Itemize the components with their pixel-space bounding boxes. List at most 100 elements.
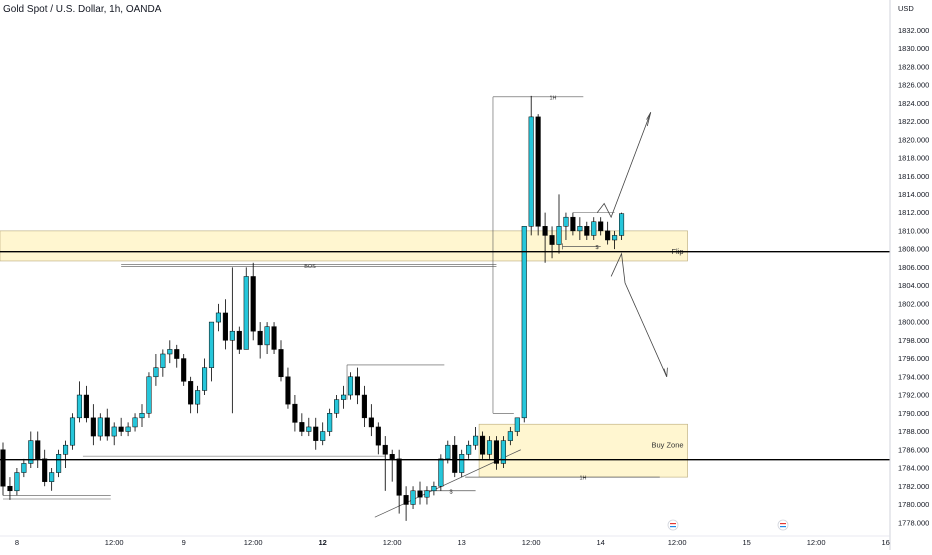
y-tick-label: 1788.000 (898, 427, 929, 436)
y-tick-label: 1790.000 (898, 409, 929, 418)
y-tick-label: 1802.000 (898, 299, 929, 308)
economic-event-icon (780, 526, 786, 528)
zone-box (478, 423, 688, 478)
candle-body (188, 381, 194, 405)
candle-body (334, 399, 340, 414)
candle-body (292, 403, 298, 423)
sweep_top-label: $ (595, 245, 598, 251)
candle-body (202, 367, 208, 391)
candle-body (347, 376, 354, 396)
y-tick-label: 1818.000 (898, 154, 929, 163)
x-tick-label: 8 (15, 538, 19, 547)
hour_high-label: 1H (549, 95, 556, 101)
candle-body (257, 330, 263, 346)
price-axis: USD 1778.000 1780.000 1782.000 1784.000 1786.… (889, 0, 932, 550)
candle-body (619, 213, 625, 236)
candle-body (563, 216, 569, 227)
candle-body (181, 358, 187, 382)
candle-body (361, 394, 367, 419)
y-tick-label: 1824.000 (898, 99, 929, 108)
candle-body (7, 485, 13, 492)
candle-body (368, 417, 374, 428)
candle-body (438, 458, 444, 487)
arrow-head (646, 112, 652, 127)
y-tick-label: 1804.000 (898, 281, 929, 290)
y-tick-label: 1830.000 (898, 44, 929, 53)
economic-event-icon (670, 526, 676, 528)
candle-body (14, 472, 20, 492)
time-axis: 8 12:00 9 12:00 12 12:00 13 12:00 14 12:00 15 12:00… (0, 519, 890, 547)
candle-body (403, 495, 409, 505)
x-tick-label: 13 (458, 538, 466, 547)
sweep_bottom-label: $ (449, 489, 452, 495)
candle-body (195, 390, 201, 405)
candle-body (459, 454, 465, 473)
candle-body (132, 417, 138, 428)
candle-body (584, 226, 590, 236)
candle-body (431, 485, 437, 492)
candle-body (486, 440, 493, 455)
x-tick-label: 15 (742, 538, 750, 547)
y-tick-label: 1828.000 (898, 62, 929, 71)
candle-body (208, 321, 215, 368)
economic-event-icon (777, 519, 789, 531)
candle-body (153, 367, 159, 378)
candle-body (306, 426, 312, 432)
candle-body (396, 458, 402, 496)
candle-body (535, 116, 541, 227)
candle-body (528, 116, 534, 227)
y-tick-label: 1798.000 (898, 336, 929, 345)
y-tick-label: 1782.000 (898, 482, 929, 491)
x-tick-label: 12 (319, 538, 327, 547)
y-tick-label: 1796.000 (898, 354, 929, 363)
candle-body (139, 413, 145, 419)
candle-body (97, 417, 103, 437)
candle-body (480, 435, 486, 455)
y-tick-label: 1826.000 (898, 81, 929, 90)
y-tick-label: 1780.000 (898, 500, 929, 509)
candle-body (69, 417, 76, 446)
y-tick-label: 1800.000 (898, 318, 929, 327)
candle-body (49, 472, 55, 482)
projection-up (596, 112, 652, 219)
y-tick-label: 1814.000 (898, 190, 929, 199)
candle-body (21, 463, 27, 473)
hour_low-label: 1H (579, 476, 586, 482)
candle-body (160, 353, 166, 368)
candle-body (250, 276, 256, 332)
candle-body (424, 490, 430, 498)
candle-body (570, 216, 576, 232)
x-tick-label: 12:00 (105, 538, 124, 547)
y-tick-label: 1810.000 (898, 226, 929, 235)
y-tick-label: 1822.000 (898, 117, 929, 126)
candle-body (612, 235, 618, 241)
candle-body (76, 394, 83, 419)
candle-body (299, 422, 305, 432)
candle-body (556, 226, 562, 245)
candle-body (327, 413, 333, 432)
candle-body (222, 312, 228, 341)
candle-body (417, 490, 423, 498)
candle-body (125, 426, 131, 432)
candle-body (521, 226, 527, 419)
candle-body (236, 330, 242, 350)
candle-body (605, 230, 611, 241)
x-tick-label: 12:00 (383, 538, 402, 547)
y-tick-label: 1832.000 (898, 26, 929, 35)
candle-body (271, 326, 277, 350)
candle-body (591, 221, 597, 236)
projection-down (610, 252, 668, 377)
candle-body (118, 426, 124, 432)
candle-body (264, 326, 270, 346)
candle-body (42, 458, 48, 482)
x-tick-label: 12:00 (807, 538, 826, 547)
candle-body (445, 444, 451, 460)
candle-body (507, 431, 513, 441)
candle-body (285, 376, 291, 405)
y-tick-label: 1784.000 (898, 464, 929, 473)
x-tick-label: 12:00 (522, 538, 541, 547)
candle-body (493, 440, 499, 464)
